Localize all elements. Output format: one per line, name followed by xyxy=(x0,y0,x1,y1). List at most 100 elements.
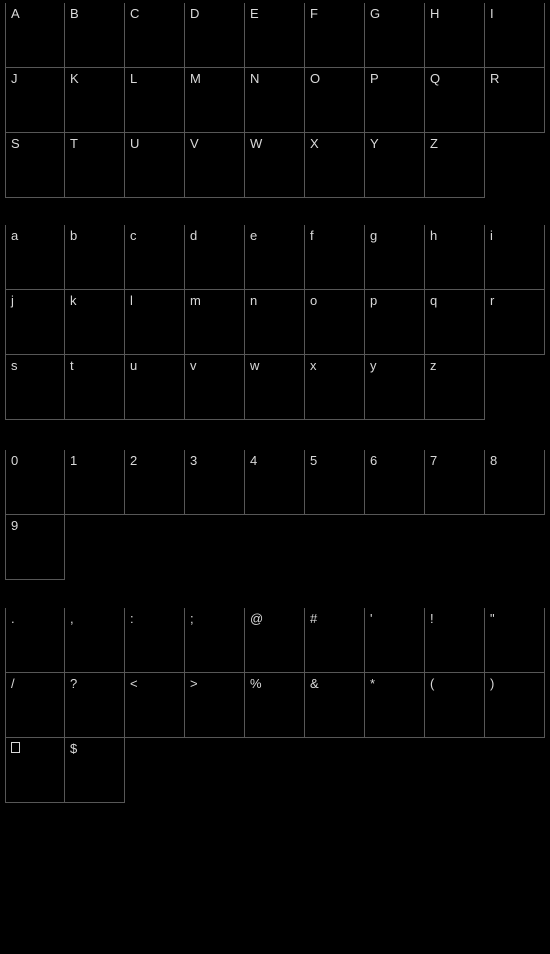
glyph-section: 0123456789 xyxy=(5,450,545,580)
glyph-cell: 6 xyxy=(365,450,425,515)
glyph-char: B xyxy=(70,6,79,21)
glyph-char: A xyxy=(11,6,20,21)
glyph-cell: 3 xyxy=(185,450,245,515)
glyph-char: v xyxy=(190,358,197,373)
glyph-cell: l xyxy=(125,290,185,355)
glyph-char: V xyxy=(190,136,199,151)
glyph-cell: 1 xyxy=(65,450,125,515)
glyph-char: S xyxy=(11,136,20,151)
glyph-cell: I xyxy=(485,3,545,68)
glyph-char: M xyxy=(190,71,201,86)
glyph-cell xyxy=(245,738,305,803)
glyph-char: j xyxy=(11,293,14,308)
glyph-char: H xyxy=(430,6,439,21)
glyph-cell: D xyxy=(185,3,245,68)
glyph-char: L xyxy=(130,71,137,86)
glyph-char: N xyxy=(250,71,259,86)
glyph-cell: $ xyxy=(65,738,125,803)
glyph-cell: > xyxy=(185,673,245,738)
glyph-char: 4 xyxy=(250,453,257,468)
glyph-char: z xyxy=(430,358,437,373)
glyph-section: abcdefghijklmnopqrstuvwxyz xyxy=(5,225,545,420)
glyph-char: $ xyxy=(70,741,77,756)
glyph-cell xyxy=(245,515,305,580)
glyph-cell: # xyxy=(305,608,365,673)
glyph-cell: n xyxy=(245,290,305,355)
glyph-cell xyxy=(125,515,185,580)
glyph-cell: w xyxy=(245,355,305,420)
glyph-char: X xyxy=(310,136,319,151)
glyph-char: 1 xyxy=(70,453,77,468)
glyph-char: > xyxy=(190,676,198,691)
glyph-char: : xyxy=(130,611,134,626)
glyph-cell: 9 xyxy=(5,515,65,580)
glyph-char: 7 xyxy=(430,453,437,468)
glyph-char: o xyxy=(310,293,317,308)
glyph-grid: .,:;@#'!"/?<>%&*()$ xyxy=(5,608,545,803)
glyph-cell: Q xyxy=(425,68,485,133)
glyph-cell: ( xyxy=(425,673,485,738)
glyph-cell: r xyxy=(485,290,545,355)
glyph-char: w xyxy=(250,358,259,373)
glyph-char: ! xyxy=(430,611,434,626)
glyph-char: n xyxy=(250,293,257,308)
glyph-char: ) xyxy=(490,676,494,691)
glyph-char: t xyxy=(70,358,74,373)
glyph-cell xyxy=(365,738,425,803)
glyph-cell: M xyxy=(185,68,245,133)
glyph-cell: Y xyxy=(365,133,425,198)
glyph-char: Z xyxy=(430,136,438,151)
glyph-char: y xyxy=(370,358,377,373)
glyph-char: ? xyxy=(70,676,77,691)
glyph-cell: s xyxy=(5,355,65,420)
glyph-cell: 7 xyxy=(425,450,485,515)
glyph-cell: u xyxy=(125,355,185,420)
glyph-char: m xyxy=(190,293,201,308)
glyph-char: K xyxy=(70,71,79,86)
glyph-cell: t xyxy=(65,355,125,420)
glyph-cell: J xyxy=(5,68,65,133)
glyph-char: J xyxy=(11,71,18,86)
glyph-cell: H xyxy=(425,3,485,68)
glyph-cell: g xyxy=(365,225,425,290)
glyph-char: Y xyxy=(370,136,379,151)
glyph-char: u xyxy=(130,358,137,373)
glyph-cell: ? xyxy=(65,673,125,738)
glyph-char: x xyxy=(310,358,317,373)
glyph-cell: z xyxy=(425,355,485,420)
glyph-cell: x xyxy=(305,355,365,420)
glyph-section: ABCDEFGHIJKLMNOPQRSTUVWXYZ xyxy=(5,3,545,198)
glyph-cell: < xyxy=(125,673,185,738)
glyph-cell: , xyxy=(65,608,125,673)
glyph-char: l xyxy=(130,293,133,308)
glyph-cell: K xyxy=(65,68,125,133)
glyph-cell: ' xyxy=(365,608,425,673)
glyph-char: " xyxy=(490,611,495,626)
glyph-char: C xyxy=(130,6,139,21)
glyph-cell xyxy=(485,515,545,580)
glyph-cell: % xyxy=(245,673,305,738)
glyph-cell: ; xyxy=(185,608,245,673)
glyph-grid: 0123456789 xyxy=(5,450,545,580)
glyph-cell: 0 xyxy=(5,450,65,515)
glyph-cell xyxy=(5,738,65,803)
glyph-char: U xyxy=(130,136,139,151)
glyph-grid: ABCDEFGHIJKLMNOPQRSTUVWXYZ xyxy=(5,3,545,198)
glyph-char: ( xyxy=(430,676,434,691)
glyph-cell: G xyxy=(365,3,425,68)
glyph-cell: p xyxy=(365,290,425,355)
glyph-cell: R xyxy=(485,68,545,133)
glyph-char: p xyxy=(370,293,377,308)
glyph-cell: 4 xyxy=(245,450,305,515)
glyph-char: G xyxy=(370,6,380,21)
glyph-char: E xyxy=(250,6,259,21)
glyph-cell xyxy=(185,738,245,803)
glyph-char: * xyxy=(370,676,375,691)
glyph-cell: i xyxy=(485,225,545,290)
glyph-char: D xyxy=(190,6,199,21)
glyph-cell: P xyxy=(365,68,425,133)
glyph-cell: c xyxy=(125,225,185,290)
glyph-char: % xyxy=(250,676,262,691)
glyph-cell: C xyxy=(125,3,185,68)
glyph-cell: W xyxy=(245,133,305,198)
